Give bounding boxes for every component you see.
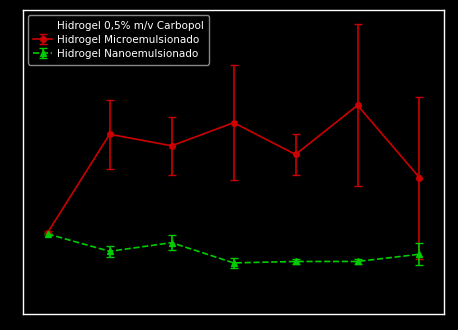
Legend: Hidrogel 0,5% m/v Carbopol, Hidrogel Microemulsionado, Hidrogel Nanoemulsionado: Hidrogel 0,5% m/v Carbopol, Hidrogel Mic… xyxy=(28,15,209,65)
